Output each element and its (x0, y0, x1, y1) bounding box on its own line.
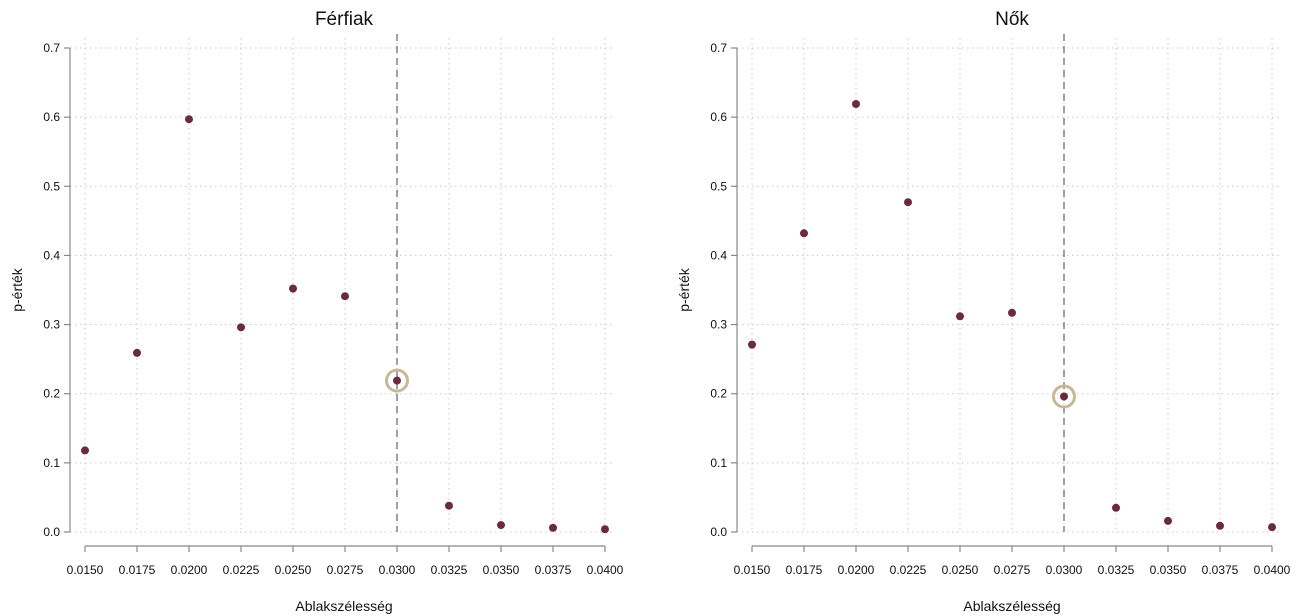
tick-labels: 0.0 0.1 0.2 0.3 0.4 0.5 0.6 0.7 0.0150 0.0175 0.02… (43, 41, 623, 577)
y-tick-label: 0.7 (710, 41, 727, 55)
data-point (1216, 521, 1224, 530)
y-tick-label: 0.2 (710, 387, 727, 401)
tick-labels: 0.0 0.1 0.2 0.3 0.4 0.5 0.6 0.7 0.0150 0.0175 0.02… (710, 41, 1290, 577)
chart-panel-nok: Nők Ablakszélesség p-érték 0.00.10.20.30… (676, 9, 1291, 614)
y-tick-label: 0.0 (43, 525, 60, 539)
y-tick-label: 0.5 (710, 179, 727, 193)
x-tick-label: 0.0350 (483, 563, 520, 577)
data-point (81, 446, 89, 455)
chart-title: Férfiak (315, 9, 374, 30)
x-axis-label: Ablakszélesség (295, 598, 392, 614)
x-tick-label: 0.0300 (379, 563, 416, 577)
data-point (341, 292, 349, 301)
data-point (393, 376, 401, 385)
data-point (956, 312, 964, 321)
grid (70, 38, 615, 533)
data-point (133, 348, 141, 357)
x-tick-label: 0.0325 (1098, 563, 1135, 577)
x-tick-label: 0.0175 (119, 563, 156, 577)
x-tick-label: 0.0400 (1254, 563, 1291, 577)
data-point (549, 523, 557, 532)
x-tick-label: 0.0150 (67, 563, 104, 577)
highlight-ring (1052, 384, 1076, 409)
data-point (237, 323, 245, 332)
y-tick-label: 0.3 (710, 318, 727, 332)
y-tick-label: 0.1 (43, 456, 60, 470)
y-axis-label: p-érték (676, 267, 692, 312)
y-tick-label: 0.7 (43, 41, 60, 55)
data-point (601, 525, 609, 534)
data-points (748, 34, 1276, 532)
data-point (1060, 392, 1068, 401)
y-tick-label: 0.3 (43, 318, 60, 332)
y-tick-label: 0.6 (43, 110, 60, 124)
data-point (1164, 516, 1172, 525)
x-tick-label: 0.0300 (1046, 563, 1083, 577)
data-point (497, 521, 505, 530)
y-tick-label: 0.0 (710, 525, 727, 539)
x-tick-label: 0.0375 (1202, 563, 1239, 577)
x-tick-label: 0.0150 (734, 563, 771, 577)
y-tick-label: 0.6 (710, 110, 727, 124)
data-points (81, 34, 609, 534)
x-tick-label: 0.0350 (1150, 563, 1187, 577)
y-tick-label: 0.2 (43, 387, 60, 401)
highlight-ring (385, 368, 409, 393)
x-tick-label: 0.0275 (327, 563, 364, 577)
data-point (1268, 523, 1276, 532)
data-point (748, 340, 756, 349)
x-tick-label: 0.0375 (535, 563, 572, 577)
data-point (445, 501, 453, 510)
chart-title: Nők (995, 9, 1029, 30)
x-tick-label: 0.0225 (890, 563, 927, 577)
x-tick-label: 0.0275 (994, 563, 1031, 577)
x-tick-label: 0.0175 (786, 563, 823, 577)
data-point (852, 100, 860, 109)
data-point (185, 115, 193, 124)
data-point (800, 229, 808, 238)
x-tick-label: 0.0325 (431, 563, 468, 577)
chart-panel-ferfiak: Férfiak Ablakszélesség p-érték 0.0 0.1 0.2… (9, 9, 624, 614)
x-tick-label: 0.0400 (587, 563, 624, 577)
data-point (289, 284, 297, 293)
data-point (1112, 503, 1120, 512)
grid (737, 38, 1282, 533)
y-axis-label: p-érték (9, 267, 25, 312)
x-tick-label: 0.0250 (942, 563, 979, 577)
y-tick-label: 0.5 (43, 179, 60, 193)
axes (64, 47, 606, 552)
y-tick-label: 0.1 (710, 456, 727, 470)
data-point (904, 198, 912, 207)
y-tick-label: 0.4 (710, 248, 727, 262)
x-tick-label: 0.0200 (171, 563, 208, 577)
x-tick-label: 0.0225 (223, 563, 260, 577)
x-axis-label: Ablakszélesség (963, 598, 1060, 614)
data-point (1008, 308, 1016, 317)
x-tick-label: 0.0250 (275, 563, 312, 577)
y-tick-label: 0.4 (43, 248, 60, 262)
x-tick-label: 0.0200 (838, 563, 875, 577)
axes (731, 47, 1273, 552)
